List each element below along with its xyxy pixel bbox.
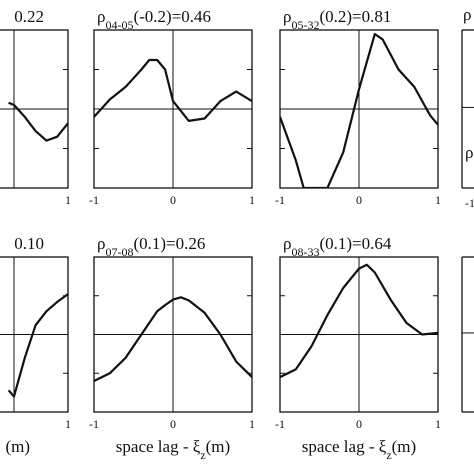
x-axis-label-suffix: (m) bbox=[5, 437, 30, 456]
series-line bbox=[94, 58, 252, 123]
panel-title: ρ07-08(0.1)=0.26 bbox=[97, 234, 205, 259]
series-line bbox=[8, 101, 68, 142]
panel-title-suffix: (0.1)=0.64 bbox=[319, 234, 391, 253]
x-axis-label-sub: z bbox=[200, 448, 205, 462]
panel-title-sub: 08-33 bbox=[291, 245, 319, 259]
series-line bbox=[94, 296, 252, 382]
panel-title: ρ04-05(-0.2)=0.46 bbox=[97, 7, 211, 32]
panel-title-main: ρ bbox=[283, 234, 291, 253]
panel-title-sub: 07-08 bbox=[105, 245, 133, 259]
x-axis-label-suffix: (m) bbox=[206, 437, 231, 456]
panel-title-suffix: 0.22 bbox=[14, 7, 44, 26]
x-axis-label-main: space lag - ξ bbox=[116, 437, 201, 456]
chart-panel-6: -1 0 1 ρ08-33(0.1)=0.64 space lag - ξz(m) bbox=[275, 234, 441, 462]
series-line bbox=[280, 263, 438, 379]
panel-title: 0.10 bbox=[14, 234, 44, 253]
x-axis-label-suffix: (m) bbox=[392, 437, 417, 456]
panel-title-main: ρ bbox=[283, 7, 291, 26]
panel-title-suffix: 0.10 bbox=[14, 234, 44, 253]
panel-title-suffix: (0.1)=0.26 bbox=[133, 234, 205, 253]
x-tick-label: 1 bbox=[249, 193, 255, 207]
x-tick-label: -1 bbox=[275, 417, 285, 431]
partial-x-tick-label: -1 bbox=[465, 196, 474, 210]
x-axis-label-sub: z bbox=[386, 448, 391, 462]
x-tick-label: 0 bbox=[356, 417, 362, 431]
x-tick-label: -1 bbox=[89, 417, 99, 431]
x-tick-label: -1 bbox=[89, 193, 99, 207]
chart-panel-3: -1 0 1 ρ05-32(0.2)=0.81 bbox=[275, 7, 441, 207]
series-line bbox=[280, 32, 438, 188]
x-tick-label: 1 bbox=[249, 417, 255, 431]
panel-title-suffix: (0.2)=0.81 bbox=[319, 7, 391, 26]
x-tick-label: 1 bbox=[65, 193, 71, 207]
partial-curve-label: ρ bbox=[465, 143, 473, 162]
panel-title-sub: 04-05 bbox=[105, 18, 133, 32]
partial-title: ρ bbox=[463, 5, 471, 24]
panel-title: 0.22 bbox=[14, 7, 44, 26]
chart-panel-5: -1 0 1 ρ07-08(0.1)=0.26 space lag - ξz(m) bbox=[89, 234, 255, 462]
x-axis-label: (m) bbox=[5, 437, 30, 456]
panel-title: ρ08-33(0.1)=0.64 bbox=[283, 234, 392, 259]
chart-panel-2: -1 0 1 ρ04-05(-0.2)=0.46 bbox=[89, 7, 255, 207]
partial-panel-1: ρ ρ -1 bbox=[461, 5, 474, 210]
x-tick-label: 0 bbox=[170, 193, 176, 207]
x-tick-label: 0 bbox=[356, 193, 362, 207]
series-line bbox=[7, 293, 68, 398]
panel-title: ρ05-32(0.2)=0.81 bbox=[283, 7, 391, 32]
x-axis-label: space lag - ξz(m) bbox=[116, 437, 230, 462]
x-tick-label: 1 bbox=[435, 417, 441, 431]
x-axis-label: space lag - ξz(m) bbox=[302, 437, 416, 462]
x-tick-label: 1 bbox=[65, 417, 71, 431]
x-tick-label: 1 bbox=[435, 193, 441, 207]
panel-title-main: ρ bbox=[97, 7, 105, 26]
x-tick-label: 0 bbox=[170, 417, 176, 431]
x-tick-label: -1 bbox=[275, 193, 285, 207]
x-axis-label-main: space lag - ξ bbox=[302, 437, 387, 456]
panel-title-suffix: (-0.2)=0.46 bbox=[133, 7, 211, 26]
panel-title-main: ρ bbox=[97, 234, 105, 253]
panel-title-sub: 05-32 bbox=[291, 18, 319, 32]
chart-panel-4: 1 0.10 (m) bbox=[0, 234, 71, 456]
partial-panel-2 bbox=[461, 256, 474, 413]
chart-panel-1: 10.22 bbox=[0, 7, 71, 207]
